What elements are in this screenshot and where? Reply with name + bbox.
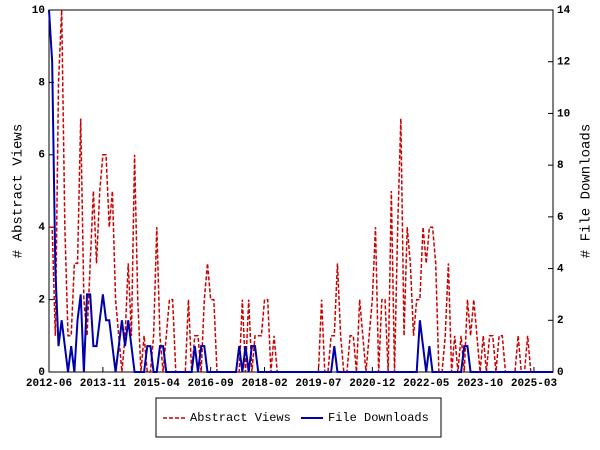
- x-tick-label: 2022-05: [403, 378, 450, 390]
- y-tick-label: 10: [32, 5, 45, 17]
- x-tick-label: 2025-03: [511, 378, 558, 390]
- y2-tick-label: 14: [557, 5, 571, 17]
- series-line: [49, 9, 553, 373]
- x-tick-label: 2018-02: [241, 378, 287, 390]
- legend-label: File Downloads: [328, 411, 429, 425]
- legend-box: [155, 397, 442, 438]
- plot-frame: [48, 9, 554, 373]
- x-tick-label: 2019-07: [295, 378, 341, 390]
- y2-tick-label: 12: [557, 57, 570, 69]
- y-tick-label: 0: [38, 367, 45, 379]
- y2-tick-label: 2: [557, 315, 564, 327]
- y2-tick-label: 6: [557, 212, 564, 224]
- x-tick-label: 2015-04: [134, 378, 181, 390]
- series-line: [48, 9, 553, 373]
- x-tick-label: 2023-10: [457, 378, 503, 390]
- y-tick-label: 8: [38, 77, 45, 89]
- y-tick-label: 6: [38, 150, 45, 162]
- x-tick-label: 2012-06: [26, 378, 72, 390]
- x-tick-label: 2020-12: [349, 378, 395, 390]
- x-tick-label: 2016-09: [188, 378, 234, 390]
- legend-label: Abstract Views: [190, 411, 291, 425]
- y-tick-label: 4: [38, 222, 45, 234]
- y2-tick-label: 4: [557, 263, 564, 275]
- y2-tick-label: 10: [557, 108, 570, 120]
- x-tick-label: 2013-11: [80, 378, 127, 390]
- y2-tick-label: 0: [557, 367, 564, 379]
- y2-tick-label: 8: [557, 160, 564, 172]
- y2-axis-title: # File Downloads: [579, 124, 595, 258]
- y-tick-label: 2: [38, 295, 45, 307]
- y-axis-title: # Abstract Views: [11, 124, 27, 258]
